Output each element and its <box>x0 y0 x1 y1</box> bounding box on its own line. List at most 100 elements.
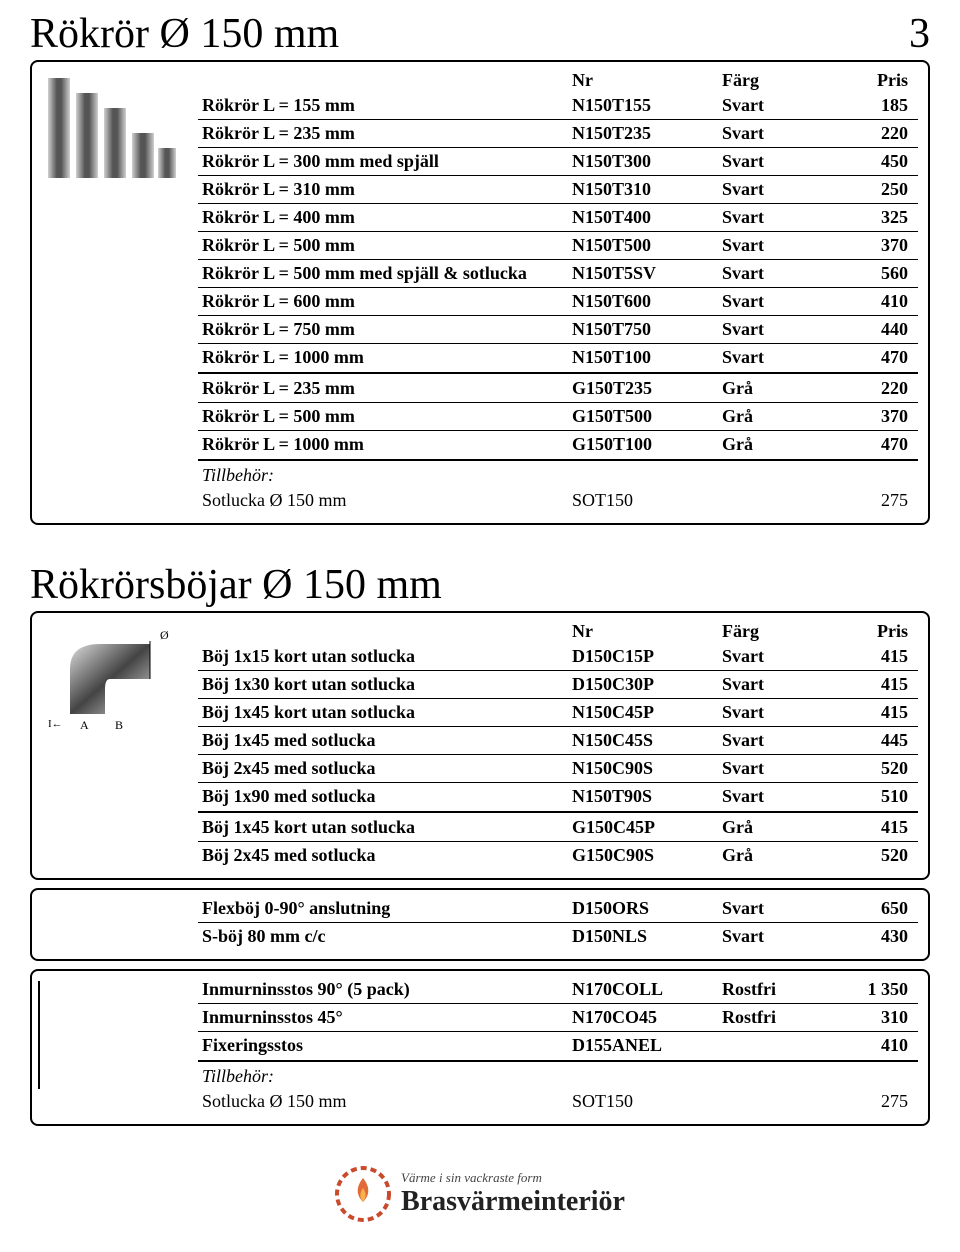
cell-farg: Svart <box>722 291 842 312</box>
table-row: Inmurninsstos 45°N170CO45Rostfri310 <box>198 1005 918 1030</box>
table-row: Böj 1x45 kort utan sotluckaN150C45PSvart… <box>198 700 918 725</box>
separator <box>198 147 918 148</box>
elbow-icon: Ø I← A B <box>40 619 190 739</box>
cell-farg: Svart <box>722 235 842 256</box>
separator <box>198 782 918 783</box>
separator <box>198 402 918 403</box>
section2-image: Ø I← A B <box>38 619 198 739</box>
cell-pris: 470 <box>842 347 914 368</box>
table-row: Böj 1x45 med sotluckaN150C45SSvart445 <box>198 728 918 753</box>
section2-title-row: Rökrörsböjar Ø 150 mm <box>30 561 930 609</box>
table-row: Rökrör L = 155 mmN150T155Svart185 <box>198 93 918 118</box>
cell-pris: 185 <box>842 95 914 116</box>
table-row: Böj 1x30 kort utan sotluckaD150C30PSvart… <box>198 672 918 697</box>
cell-desc: Böj 1x15 kort utan sotlucka <box>202 646 572 667</box>
cell-desc: Böj 1x30 kort utan sotlucka <box>202 674 572 695</box>
cell-desc: Böj 1x45 med sotlucka <box>202 730 572 751</box>
hdr-pris: Pris <box>842 621 914 642</box>
cell-farg: Svart <box>722 786 842 807</box>
cell-desc: Rökrör L = 300 mm med spjäll <box>202 151 572 172</box>
cell-farg: Svart <box>722 758 842 779</box>
cell-nr: D155ANEL <box>572 1035 722 1056</box>
cell-pris: 310 <box>842 1007 914 1028</box>
cell-nr: G150T235 <box>572 378 722 399</box>
table-row: Böj 1x45 kort utan sotluckaG150C45PGrå41… <box>198 815 918 840</box>
cell-desc: Rökrör L = 155 mm <box>202 95 572 116</box>
cell-nr: N150T5SV <box>572 263 722 284</box>
cell-farg: Svart <box>722 207 842 228</box>
cell-desc: S-böj 80 mm c/c <box>202 926 572 947</box>
cell-desc: Rökrör L = 400 mm <box>202 207 572 228</box>
cell-nr: N150T90S <box>572 786 722 807</box>
separator <box>198 372 918 374</box>
separator <box>198 231 918 232</box>
hdr-pris: Pris <box>842 70 914 91</box>
flame-icon <box>335 1166 391 1222</box>
cell-nr: G150T500 <box>572 406 722 427</box>
cell-desc: Böj 2x45 med sotlucka <box>202 758 572 779</box>
cell-desc: Rökrör L = 500 mm <box>202 235 572 256</box>
table-row: Böj 1x15 kort utan sotluckaD150C15PSvart… <box>198 644 918 669</box>
section1-frame: Nr Färg Pris Rökrör L = 155 mmN150T155Sv… <box>30 60 930 525</box>
cell-nr: N150T100 <box>572 347 722 368</box>
tillbehor-label: Tillbehör: <box>198 1064 918 1089</box>
cell-desc: Sotlucka Ø 150 mm <box>202 1091 572 1112</box>
cell-pris: 415 <box>842 702 914 723</box>
cell-desc: Rökrör L = 600 mm <box>202 291 572 312</box>
cell-nr: D150ORS <box>572 898 722 919</box>
cell-pris: 450 <box>842 151 914 172</box>
hdr-nr: Nr <box>572 621 722 642</box>
cell-nr: N150T600 <box>572 291 722 312</box>
table-row: Sotlucka Ø 150 mm SOT150 275 <box>198 1089 918 1114</box>
cell-nr: D150C15P <box>572 646 722 667</box>
cell-desc: Böj 1x45 kort utan sotlucka <box>202 702 572 723</box>
footer-logo: Värme i sin vackraste form Brasvärmeinte… <box>30 1166 930 1222</box>
cell-farg: Svart <box>722 151 842 172</box>
cell-desc: Rökrör L = 1000 mm <box>202 434 572 455</box>
section1-table: Nr Färg Pris Rökrör L = 155 mmN150T155Sv… <box>198 68 918 513</box>
cell-farg: Grå <box>722 434 842 455</box>
section2-frame-flex: Flexböj 0-90° anslutningD150ORSSvart650S… <box>30 888 930 961</box>
cell-pris: 220 <box>842 123 914 144</box>
cell-farg <box>722 1035 842 1056</box>
cell-farg: Svart <box>722 646 842 667</box>
separator <box>198 670 918 671</box>
cell-nr: D150NLS <box>572 926 722 947</box>
cell-farg: Svart <box>722 926 842 947</box>
cell-pris: 250 <box>842 179 914 200</box>
cell-nr: N170COLL <box>572 979 722 1000</box>
cell-pris: 410 <box>842 1035 914 1056</box>
table-row: Böj 2x45 med sotluckaN150C90SSvart520 <box>198 756 918 781</box>
cell-farg: Grå <box>722 378 842 399</box>
table-row: Rökrör L = 750 mmN150T750Svart440 <box>198 317 918 342</box>
hdr-farg: Färg <box>722 70 842 91</box>
cell-farg: Grå <box>722 845 842 866</box>
svg-text:Ø: Ø <box>160 628 169 642</box>
cell-pris: 275 <box>842 490 914 511</box>
separator <box>198 119 918 120</box>
cell-nr: N150C45P <box>572 702 722 723</box>
cell-farg: Svart <box>722 319 842 340</box>
cell-pris: 440 <box>842 319 914 340</box>
cell-desc: Fixeringsstos <box>202 1035 572 1056</box>
separator <box>198 698 918 699</box>
table-row: Rökrör L = 235 mmN150T235Svart220 <box>198 121 918 146</box>
cell-pris: 415 <box>842 817 914 838</box>
cell-farg: Rostfri <box>722 1007 842 1028</box>
cell-farg: Svart <box>722 95 842 116</box>
cell-desc: Sotlucka Ø 150 mm <box>202 490 572 511</box>
table-row: Rökrör L = 310 mmN150T310Svart250 <box>198 177 918 202</box>
cell-desc: Rökrör L = 235 mm <box>202 123 572 144</box>
separator <box>198 175 918 176</box>
cell-desc: Flexböj 0-90° anslutning <box>202 898 572 919</box>
cell-pris: 510 <box>842 786 914 807</box>
cell-pris: 410 <box>842 291 914 312</box>
section1-header: Nr Färg Pris <box>198 68 918 93</box>
cell-pris: 445 <box>842 730 914 751</box>
cell-pris: 370 <box>842 406 914 427</box>
cell-nr: SOT150 <box>572 1091 722 1112</box>
table-row: Sotlucka Ø 150 mm SOT150 275 <box>198 488 918 513</box>
separator <box>198 841 918 842</box>
section2-table-flex: Flexböj 0-90° anslutningD150ORSSvart650S… <box>198 896 918 949</box>
table-row: Rökrör L = 400 mmN150T400Svart325 <box>198 205 918 230</box>
